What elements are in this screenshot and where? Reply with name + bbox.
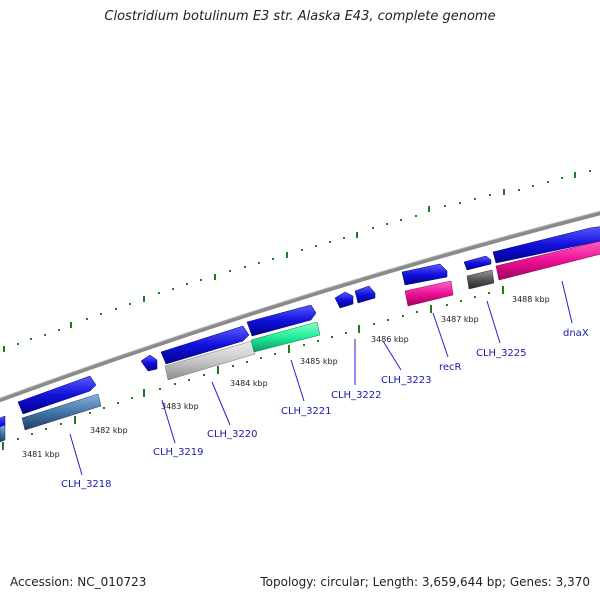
feature-block[interactable] <box>164 340 256 381</box>
gene-labels: CLH_3218 CLH_3219 CLH_3220 CLH_3221 CLH_… <box>61 328 589 490</box>
scale-label: 3486 kbp <box>371 335 409 344</box>
accession-text: Accession: NC_010723 <box>10 575 147 589</box>
scale-label: 3482 kbp <box>90 426 128 435</box>
inner-tick-row <box>2 286 504 450</box>
gene-label-dnax[interactable]: dnaX <box>563 328 589 339</box>
gene-label-clh-3219[interactable]: CLH_3219 <box>153 447 204 458</box>
second-track-features <box>0 240 600 443</box>
gene-label-clh-3223[interactable]: CLH_3223 <box>381 375 432 386</box>
cds-arrow[interactable] <box>463 255 492 271</box>
feature-block[interactable] <box>250 321 321 353</box>
feature-block[interactable] <box>495 240 600 281</box>
scale-labels: 3481 kbp 3482 kbp 3483 kbp 3484 kbp 3485… <box>22 295 550 459</box>
scale-label: 3485 kbp <box>300 357 338 366</box>
scale-label: 3488 kbp <box>512 295 550 304</box>
scale-label: 3481 kbp <box>22 450 60 459</box>
gene-label-clh-3225[interactable]: CLH_3225 <box>476 348 527 359</box>
feature-block[interactable] <box>21 393 102 431</box>
cds-arrow[interactable] <box>401 263 448 286</box>
gene-label-clh-3221[interactable]: CLH_3221 <box>281 406 332 417</box>
gene-label-clh-3220[interactable]: CLH_3220 <box>207 429 258 440</box>
scale-label: 3487 kbp <box>441 315 479 324</box>
feature-block[interactable] <box>0 424 6 443</box>
cds-arrow[interactable] <box>334 291 354 309</box>
genome-summary-text: Topology: circular; Length: 3,659,644 bp… <box>260 575 590 589</box>
gene-label-recr[interactable]: recR <box>439 362 462 373</box>
gene-label-clh-3218[interactable]: CLH_3218 <box>61 479 112 490</box>
scale-label: 3483 kbp <box>161 402 199 411</box>
cds-arrow[interactable] <box>492 226 600 264</box>
forward-strand-features <box>0 226 600 430</box>
cds-arrow[interactable] <box>246 304 317 337</box>
map-title: Clostridium botulinum E3 str. Alaska E43… <box>104 9 496 24</box>
outer-tick-row <box>3 172 576 352</box>
cds-arrow[interactable] <box>140 354 158 372</box>
cds-arrow[interactable] <box>17 375 97 415</box>
feature-block[interactable] <box>404 280 454 307</box>
scale-label: 3484 kbp <box>230 379 268 388</box>
inner-minor-ticks <box>17 292 490 440</box>
cds-arrow[interactable] <box>354 285 376 304</box>
gene-leader-lines <box>69 280 573 476</box>
cds-arrow[interactable] <box>160 325 250 365</box>
feature-block[interactable] <box>466 269 495 290</box>
gene-label-clh-3222[interactable]: CLH_3222 <box>331 390 382 401</box>
outer-minor-ticks <box>17 170 591 345</box>
genome-backbone <box>0 211 600 403</box>
